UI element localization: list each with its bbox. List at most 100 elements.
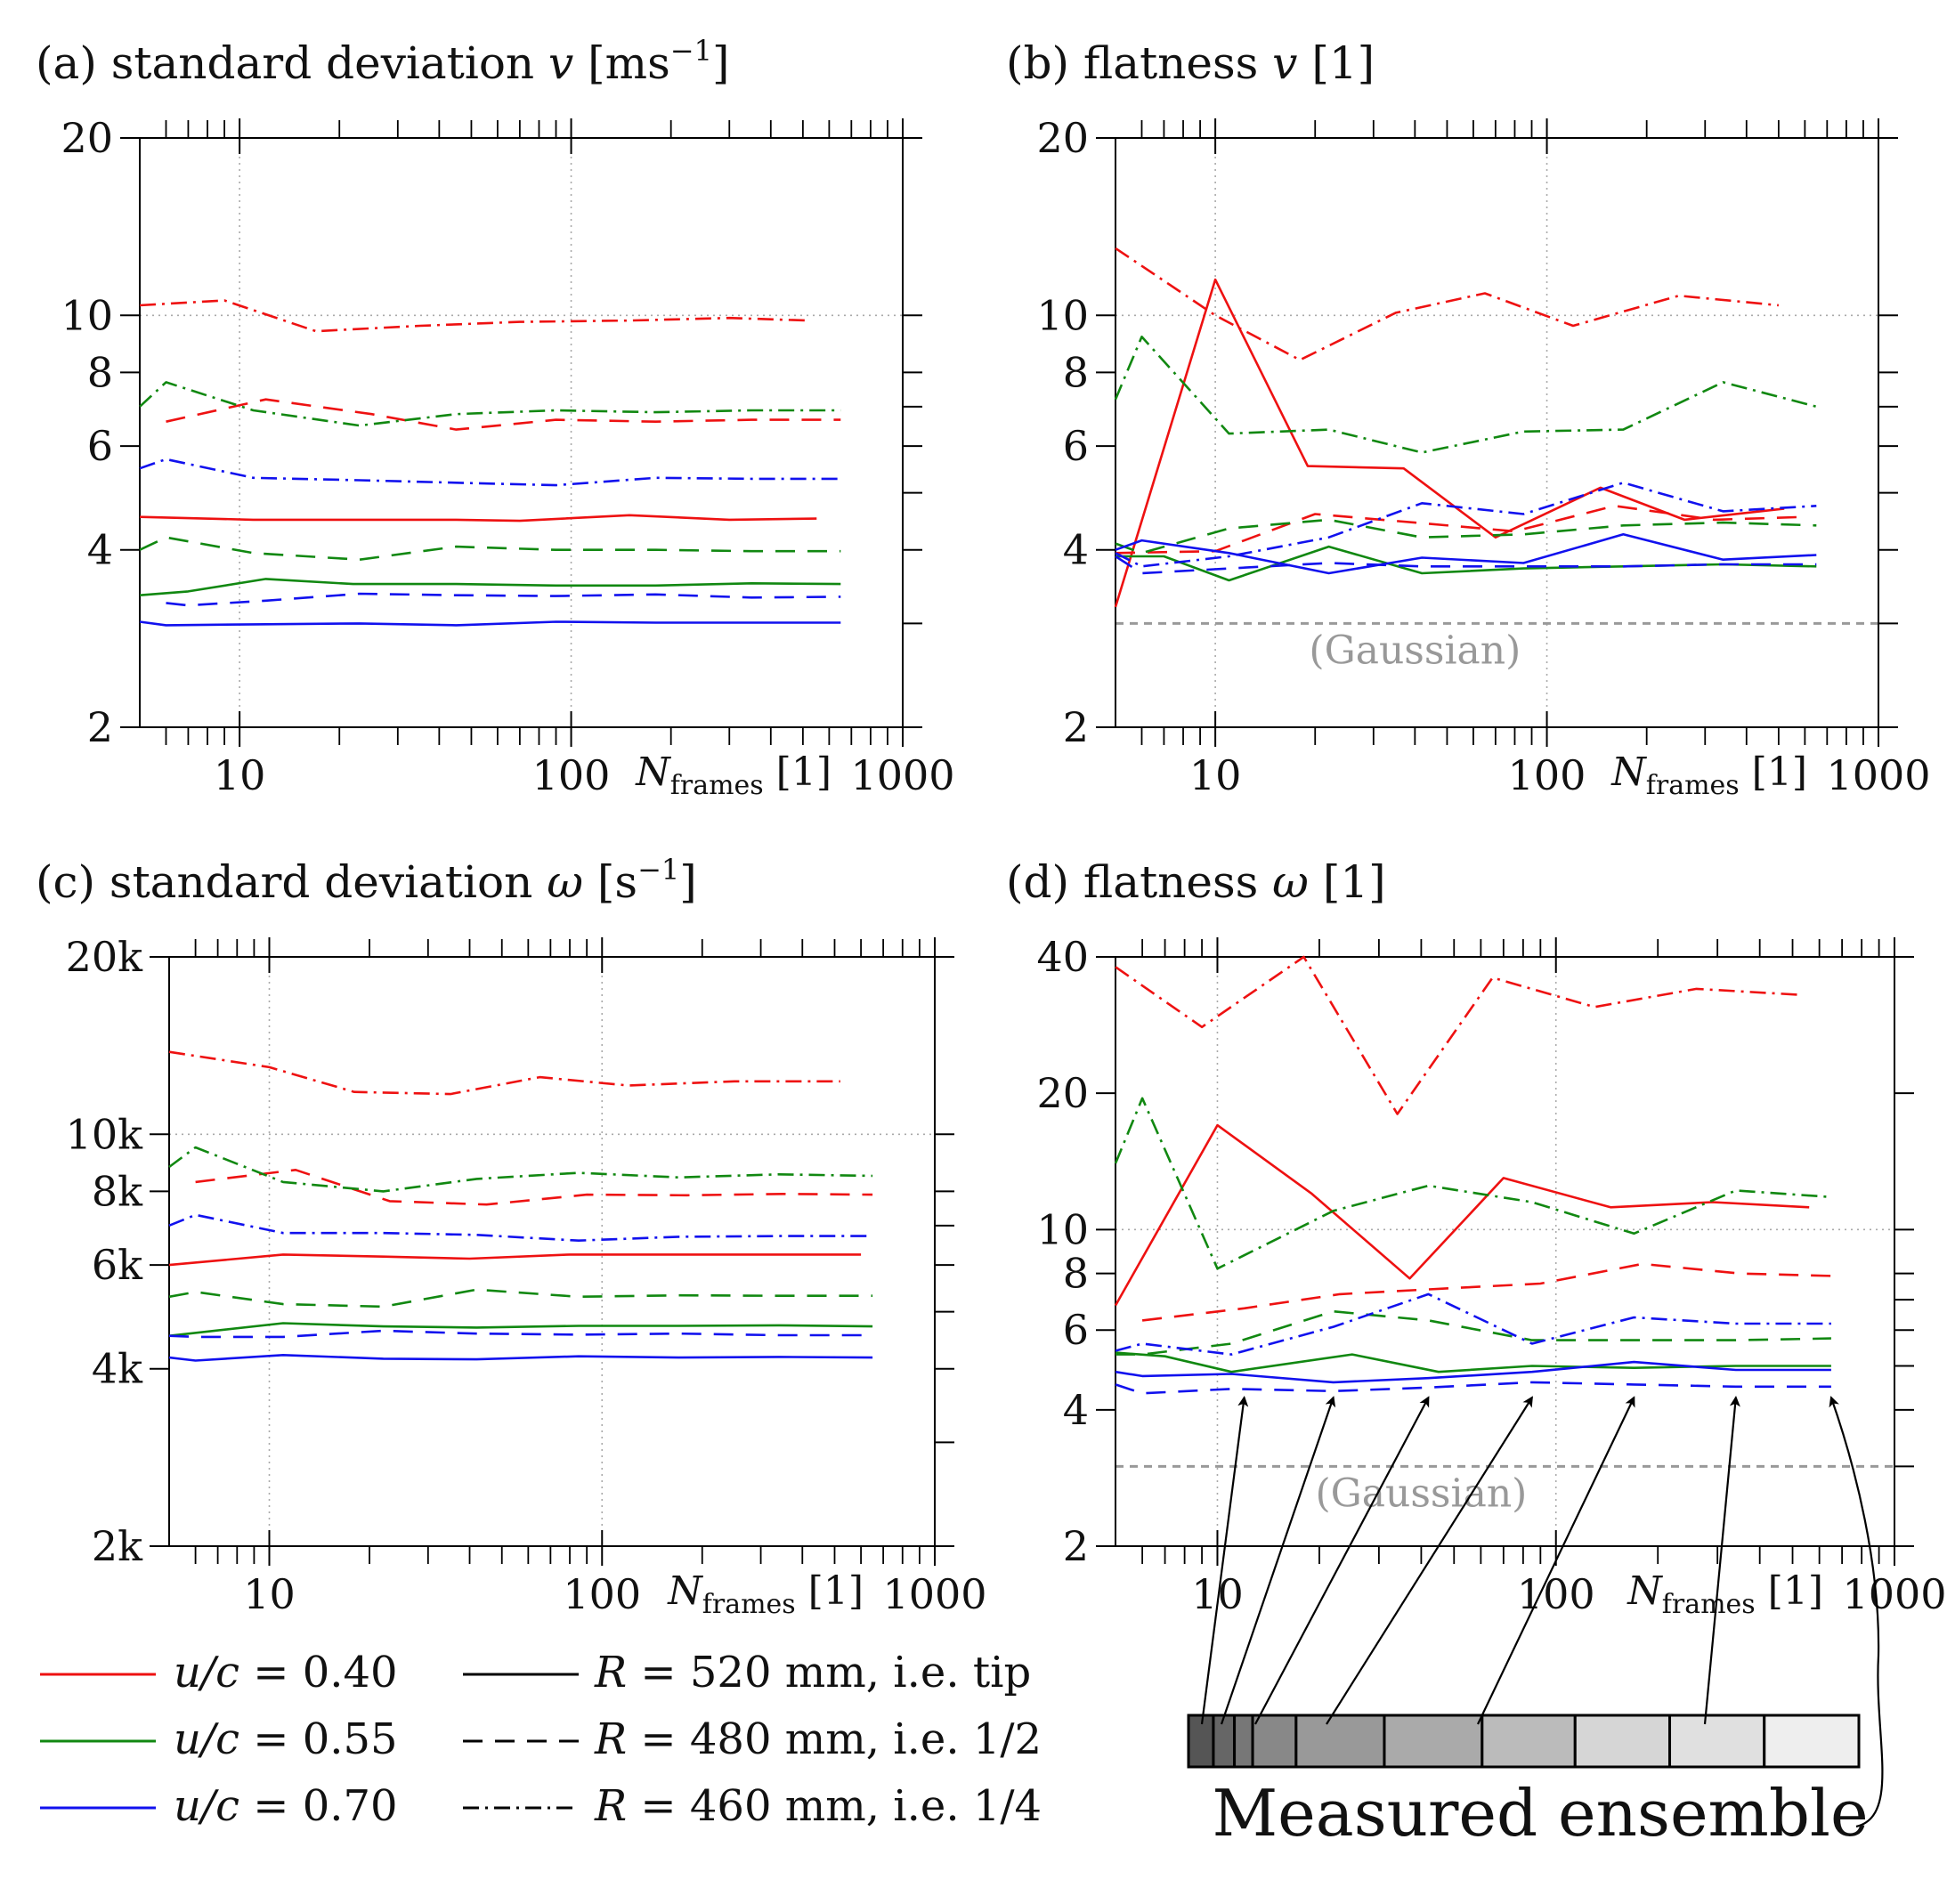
y-tick-label: 20k bbox=[66, 933, 144, 981]
series-line-blue-tip bbox=[139, 620, 841, 627]
legend-var: R bbox=[594, 1781, 627, 1831]
x-label-var: N bbox=[1610, 749, 1647, 795]
x-tick-label: 100 bbox=[532, 751, 611, 799]
x-axis-label: Nframes [1] bbox=[1610, 749, 1807, 801]
y-tick-label: 2 bbox=[1063, 1522, 1089, 1570]
y-tick-label: 8 bbox=[1063, 1250, 1089, 1298]
y-tick-label: 4 bbox=[87, 526, 113, 574]
y-tick-label: 8 bbox=[1063, 348, 1089, 396]
title-prefix: (a) standard deviation bbox=[36, 37, 548, 89]
gaussian-label: (Gaussian) bbox=[1309, 628, 1521, 673]
y-tick-label: 8k bbox=[92, 1167, 143, 1215]
series-line-red-tip bbox=[1114, 278, 1785, 608]
series-line-blue-tip bbox=[1115, 1360, 1831, 1384]
panel-a-std-dev-v: (a) standard deviation v [ms−1] 10 100 1000… bbox=[36, 34, 955, 801]
title-prefix: (b) flatness bbox=[1006, 37, 1272, 89]
series-line-blue-quarter bbox=[1115, 481, 1817, 568]
x-label-sub: frames bbox=[1646, 770, 1740, 801]
x-tick-label: 1000 bbox=[882, 1570, 986, 1618]
y-tick-label: 10k bbox=[66, 1110, 144, 1158]
y-tick-label: 4 bbox=[1063, 526, 1089, 574]
y-tick-label: 6 bbox=[1063, 1306, 1089, 1354]
y-tick-label: 6 bbox=[87, 422, 113, 470]
series-line-red-quarter bbox=[1115, 955, 1799, 1115]
title-prefix: (c) standard deviation bbox=[36, 856, 547, 908]
x-tick-label: 10 bbox=[243, 1570, 296, 1618]
y-tick-label: 20 bbox=[1036, 114, 1089, 162]
series-line-green-half bbox=[168, 1288, 873, 1308]
ensemble-arrow bbox=[1477, 1396, 1635, 1725]
title-unit: [1] bbox=[1297, 37, 1375, 89]
ensemble-arrow bbox=[1200, 1396, 1249, 1725]
ensemble-arrow bbox=[1254, 1396, 1430, 1725]
x-label-unit: [1] bbox=[764, 749, 832, 795]
y-tick-label: 2k bbox=[92, 1522, 143, 1570]
series-line-red-quarter bbox=[1115, 247, 1780, 361]
x-tick-label: 1000 bbox=[1842, 1570, 1946, 1618]
ensemble-arrow bbox=[1220, 1396, 1336, 1725]
series-line-green-quarter bbox=[1114, 1097, 1831, 1270]
panel-b-flatness-v: (b) flatness v [1] (Gaussian) 10 100 1000 2 4 6… bbox=[1006, 37, 1931, 801]
legend-label-red: u/c = 0.40 bbox=[174, 1648, 398, 1697]
ensemble-segment bbox=[1383, 1714, 1484, 1769]
title-variable: v bbox=[1272, 37, 1297, 89]
series-line-blue-half bbox=[168, 1329, 873, 1339]
title-close: ] bbox=[712, 37, 730, 89]
x-axis-label: Nframes [1] bbox=[1627, 1568, 1823, 1620]
series-line-red-tip bbox=[168, 1253, 862, 1267]
title-unit: [s bbox=[583, 856, 637, 908]
x-label-unit: [1] bbox=[796, 1568, 864, 1614]
y-tick-label: 4k bbox=[92, 1345, 143, 1393]
ensemble-arrow bbox=[1326, 1396, 1533, 1725]
series-line-blue-half bbox=[1115, 1381, 1831, 1395]
ensemble-segment bbox=[1233, 1714, 1254, 1769]
ensemble-segment bbox=[1212, 1714, 1237, 1769]
panel-title: (b) flatness v [1] bbox=[1006, 37, 1375, 89]
x-label-var: N bbox=[667, 1568, 703, 1614]
x-axis-label: Nframes [1] bbox=[667, 1568, 864, 1620]
y-tick-label: 2 bbox=[87, 703, 113, 751]
y-tick-label: 20 bbox=[61, 114, 113, 162]
x-label-var: N bbox=[635, 749, 671, 795]
series-line-green-tip bbox=[168, 1322, 873, 1337]
gaussian-label: (Gaussian) bbox=[1315, 1471, 1527, 1516]
legend-style-label-tip: R = 520 mm, i.e. tip bbox=[594, 1648, 1031, 1697]
title-unit: [ms bbox=[573, 37, 669, 89]
series-line-red-quarter bbox=[168, 1050, 840, 1096]
legend-var: u/c bbox=[174, 1714, 239, 1764]
ensemble-segment bbox=[1763, 1714, 1861, 1769]
measured-ensemble-diagram: Measured ensemble bbox=[1187, 1396, 1884, 1851]
series-line-green-quarter bbox=[1114, 335, 1817, 454]
legend-val: = 460 mm, i.e. 1/4 bbox=[627, 1781, 1042, 1831]
ensemble-segment bbox=[1668, 1714, 1766, 1769]
x-label-sub: frames bbox=[1662, 1589, 1756, 1620]
series-line-green-quarter bbox=[139, 381, 841, 427]
series-line-green-half bbox=[139, 536, 841, 562]
series-line-green-half bbox=[1115, 1309, 1831, 1356]
title-variable: ω bbox=[1272, 856, 1309, 908]
panel-title: (a) standard deviation v [ms−1] bbox=[36, 34, 729, 89]
x-tick-label: 1000 bbox=[850, 751, 954, 799]
ensemble-arrow-curved bbox=[1829, 1396, 1884, 1828]
ensemble-segment bbox=[1573, 1714, 1672, 1769]
ensemble-arrow bbox=[1703, 1396, 1740, 1725]
y-tick-label: 2 bbox=[1063, 703, 1089, 751]
ensemble-segment bbox=[1187, 1714, 1215, 1769]
y-tick-label: 20 bbox=[1036, 1069, 1089, 1117]
series-line-red-half bbox=[1141, 1262, 1831, 1322]
legend: u/c = 0.40u/c = 0.55u/c = 0.70R = 520 mm… bbox=[40, 1648, 1042, 1831]
legend-val: = 480 mm, i.e. 1/2 bbox=[627, 1714, 1042, 1764]
x-axis-label: Nframes [1] bbox=[635, 749, 832, 801]
series-line-red-half bbox=[195, 1169, 873, 1206]
series-line-red-tip bbox=[1114, 1123, 1810, 1307]
ensemble-segment bbox=[1481, 1714, 1577, 1769]
legend-var: u/c bbox=[174, 1781, 239, 1831]
series-line-blue-half bbox=[166, 592, 841, 607]
legend-style-label-quarter: R = 460 mm, i.e. 1/4 bbox=[594, 1781, 1042, 1831]
x-label-unit: [1] bbox=[1756, 1568, 1823, 1614]
title-prefix: (d) flatness bbox=[1006, 856, 1272, 908]
y-tick-label: 40 bbox=[1036, 933, 1089, 981]
panel-c-std-dev-omega: (c) standard deviation ω [s−1] 10 100 1000 2… bbox=[36, 853, 987, 1620]
legend-var: R bbox=[594, 1648, 627, 1697]
